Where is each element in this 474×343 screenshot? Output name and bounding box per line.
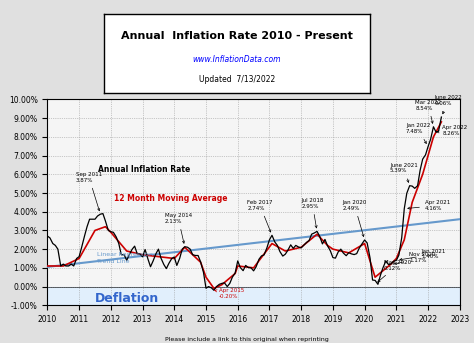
Text: www.InflationData.com: www.InflationData.com — [193, 55, 281, 64]
Text: June 2021
5.39%: June 2021 5.39% — [390, 163, 418, 182]
Text: Annual  Inflation Rate 2010 - Present: Annual Inflation Rate 2010 - Present — [121, 31, 353, 41]
Text: Jan 2022
7.48%: Jan 2022 7.48% — [406, 123, 430, 143]
Text: Apr 2022
8.26%: Apr 2022 8.26% — [437, 125, 467, 136]
Text: Trend Line: Trend Line — [97, 259, 129, 264]
Text: 12 Month Moving Average: 12 Month Moving Average — [114, 194, 228, 203]
Text: Apr 2015
-0.20%: Apr 2015 -0.20% — [215, 288, 244, 299]
Text: Mar 2022
8.54%: Mar 2022 8.54% — [415, 100, 441, 123]
Text: Jan 2021
1.40%: Jan 2021 1.40% — [400, 249, 446, 261]
Text: Nov 2020
1.17%: Nov 2020 1.17% — [394, 252, 436, 264]
Text: Annual Inflation Rate: Annual Inflation Rate — [98, 165, 191, 175]
Text: May 2014
2.13%: May 2014 2.13% — [165, 213, 192, 243]
Text: May 2020
0.12%: May 2020 0.12% — [378, 260, 411, 282]
Text: Feb 2017
2.74%: Feb 2017 2.74% — [247, 200, 273, 232]
Text: Deflation: Deflation — [95, 292, 159, 305]
Text: Jan 2020
2.49%: Jan 2020 2.49% — [342, 200, 367, 237]
Text: Updated  7/13/2022: Updated 7/13/2022 — [199, 75, 275, 84]
Text: Apr 2021
4.16%: Apr 2021 4.16% — [408, 200, 450, 211]
Text: Please include a link to this original when reprinting: Please include a link to this original w… — [164, 337, 328, 342]
Text: Jul 2018
2.95%: Jul 2018 2.95% — [301, 198, 324, 228]
Text: June 2022
9.06%: June 2022 9.06% — [434, 95, 462, 114]
Bar — [47, 286, 460, 305]
Text: Sep 2011
3.87%: Sep 2011 3.87% — [76, 172, 102, 211]
Text: Linear Regression: Linear Regression — [97, 252, 153, 257]
